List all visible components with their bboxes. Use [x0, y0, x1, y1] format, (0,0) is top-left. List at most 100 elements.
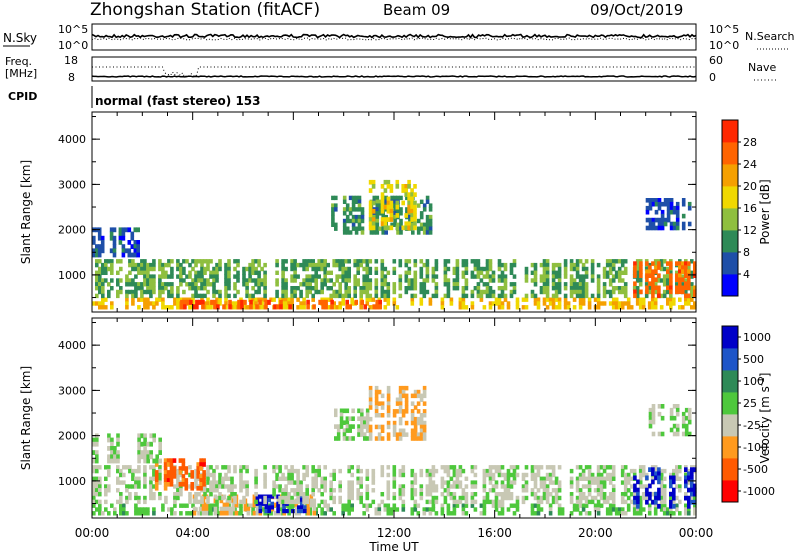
- echo-cell: [299, 488, 303, 493]
- echo-cell: [380, 499, 385, 505]
- echo-cell: [690, 282, 694, 287]
- echo-cell: [662, 495, 667, 501]
- echo-cell: [377, 401, 382, 406]
- echo-cell: [461, 492, 466, 497]
- echo-cell: [449, 511, 454, 516]
- echo-cell: [203, 293, 207, 299]
- echo-cell: [651, 285, 655, 291]
- echo-cell: [395, 409, 400, 414]
- echo-cell: [644, 495, 649, 501]
- echo-cell: [181, 466, 186, 471]
- echo-cell: [470, 480, 475, 485]
- echo-cell: [98, 286, 102, 291]
- echo-cell: [293, 289, 297, 295]
- echo-cell: [678, 289, 682, 295]
- echo-cell: [380, 270, 385, 275]
- echo-cell: [419, 199, 424, 204]
- echo-cell: [455, 286, 460, 291]
- echo-cell: [209, 488, 213, 493]
- echo-cell: [296, 480, 300, 485]
- echo-cell: [419, 495, 424, 501]
- echo-cell: [659, 499, 664, 505]
- echo-cell: [143, 297, 147, 302]
- echo-cell: [584, 465, 589, 470]
- echo-cell: [348, 230, 353, 235]
- echo-cell: [320, 289, 324, 295]
- echo-cell: [503, 492, 508, 497]
- echo-cell: [659, 488, 664, 493]
- echo-cell: [617, 511, 622, 516]
- echo-cell: [635, 293, 640, 299]
- echo-cell: [363, 304, 367, 310]
- echo-cell: [242, 480, 246, 485]
- echo-cell: [269, 511, 273, 516]
- echo-cell: [152, 301, 156, 306]
- echo-cell: [657, 217, 662, 223]
- echo-cell: [231, 506, 236, 512]
- echo-cell: [334, 412, 338, 418]
- echo-cell: [536, 305, 541, 310]
- echo-cell: [329, 507, 333, 512]
- echo-cell: [675, 465, 679, 470]
- echo-cell: [374, 282, 379, 287]
- echo-cell: [113, 446, 117, 451]
- echo-cell: [479, 297, 484, 302]
- freq-left-tick-bottom: 8: [68, 71, 75, 84]
- echo-cell: [428, 480, 433, 485]
- echo-cell: [365, 476, 370, 481]
- echo-cell: [647, 289, 652, 295]
- echo-cell: [602, 492, 607, 497]
- echo-cell: [143, 301, 147, 306]
- echo-cell: [161, 262, 165, 268]
- echo-cell: [608, 465, 613, 470]
- echo-cell: [357, 432, 361, 437]
- colorbar-swatch: [722, 164, 738, 187]
- echo-cell: [392, 420, 397, 426]
- echo-cell: [143, 278, 147, 283]
- echo-cell: [134, 274, 138, 279]
- colorbar-swatch: [722, 458, 738, 481]
- echo-cell: [650, 305, 655, 310]
- echo-cell: [654, 269, 658, 274]
- echo-cell: [104, 492, 108, 497]
- echo-cell: [98, 499, 102, 505]
- echo-cell: [378, 199, 383, 204]
- echo-cell: [273, 510, 278, 516]
- echo-cell: [236, 274, 240, 279]
- echo-cell: [236, 289, 240, 295]
- echo-cell: [431, 495, 436, 501]
- echo-cell: [345, 424, 350, 429]
- echo-cell: [431, 278, 436, 283]
- echo-cell: [218, 492, 222, 497]
- echo-cell: [551, 293, 556, 299]
- echo-cell: [95, 259, 99, 264]
- echo-cell: [401, 200, 405, 206]
- echo-cell: [287, 492, 291, 497]
- echo-cell: [675, 289, 679, 295]
- echo-cell: [584, 476, 589, 481]
- echo-cell: [116, 278, 120, 283]
- echo-cell: [290, 293, 294, 299]
- echo-cell: [587, 468, 592, 474]
- echo-cell: [648, 281, 652, 286]
- echo-cell: [233, 286, 237, 291]
- echo-cell: [368, 393, 373, 399]
- echo-cell: [341, 262, 345, 268]
- echo-cell: [506, 305, 511, 310]
- echo-cell: [239, 507, 243, 512]
- echo-cell: [408, 214, 412, 220]
- echo-cell: [345, 428, 350, 433]
- echo-cell: [92, 480, 96, 485]
- echo-cell: [164, 270, 168, 275]
- echo-cell: [407, 200, 411, 206]
- echo-cell: [458, 484, 463, 489]
- echo-cell: [335, 262, 339, 268]
- echo-cell: [341, 293, 345, 299]
- echo-cell: [95, 476, 99, 481]
- echo-cell: [602, 289, 607, 295]
- echo-cell: [542, 301, 547, 306]
- echo-cell: [651, 471, 655, 477]
- echo-cell: [336, 432, 341, 437]
- echo-cell: [363, 420, 367, 425]
- echo-cell: [404, 188, 408, 193]
